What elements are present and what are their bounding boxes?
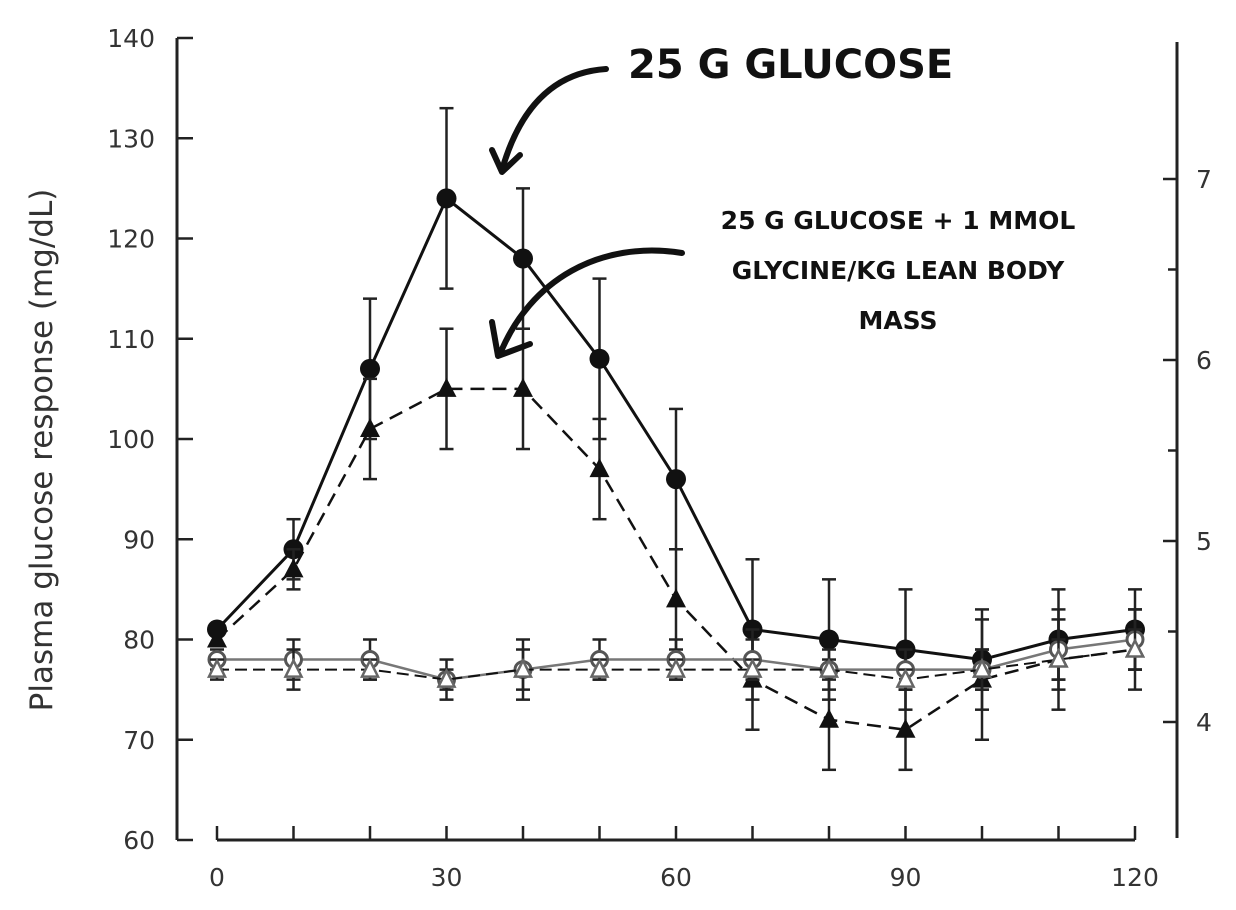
arrow-head-glycine (489, 319, 533, 359)
annotation-25g-glucose: 25 G GLUCOSE (628, 42, 953, 88)
y-tick-label: 80 (123, 626, 155, 655)
y-tick-label: 130 (107, 124, 155, 153)
data-point (818, 657, 840, 678)
data-point (589, 458, 610, 478)
y2-tick-label: 6 (1196, 346, 1212, 375)
data-point (895, 718, 916, 738)
y-tick-label: 70 (123, 726, 155, 755)
data-point (589, 657, 610, 678)
data-point (513, 377, 533, 397)
x-tick-label: 60 (660, 863, 692, 892)
data-point (283, 558, 304, 578)
annotation-glycine-line-3: MASS (858, 306, 937, 335)
y-tick-label: 60 (123, 826, 155, 855)
arrow-to-glucose-curve (499, 66, 609, 173)
data-point (207, 628, 227, 648)
data-point (666, 469, 686, 490)
x-tick-label: 90 (890, 863, 922, 892)
y-tick-label: 110 (107, 325, 155, 354)
arrow-head-glucose (489, 147, 523, 175)
x-tick-label: 0 (209, 863, 225, 892)
data-point (283, 657, 304, 678)
data-point (206, 657, 228, 678)
data-point (666, 588, 686, 608)
data-point (436, 667, 457, 688)
data-point (742, 657, 763, 678)
data-point (436, 377, 457, 397)
y-tick-label: 120 (107, 225, 155, 254)
y2-tick-label: 5 (1196, 527, 1212, 556)
data-point (512, 657, 534, 678)
data-point (359, 657, 381, 678)
data-point (360, 417, 380, 437)
data-point (1048, 647, 1069, 668)
data-point (665, 657, 687, 678)
annotation-glycine-line-2: GLYCINE/KG LEAN BODY (732, 256, 1065, 285)
annotations-layer: 25 G GLUCOSE 25 G GLUCOSE + 1 MMOL GLYCI… (489, 42, 1076, 359)
data-point (819, 629, 839, 650)
data-point (895, 667, 916, 688)
y-axis-title: Plasma glucose response (mg/dL) (24, 189, 60, 712)
data-point (589, 348, 610, 369)
data-point (513, 248, 533, 269)
series-3 (206, 628, 1146, 691)
y2-tick-label: 7 (1196, 165, 1212, 194)
y-tick-label: 90 (123, 525, 155, 554)
x-tick-label: 30 (431, 863, 463, 892)
annotation-glycine-line-1: 25 G GLUCOSE + 1 MMOL (721, 206, 1076, 235)
series-1 (207, 327, 1145, 772)
y-tick-label: 100 (107, 425, 155, 454)
data-point (436, 188, 457, 209)
data-point (819, 708, 839, 728)
data-point (971, 657, 993, 678)
data-point (360, 358, 380, 379)
data-point (1124, 637, 1146, 658)
series-layer (206, 106, 1146, 772)
chart-axes: 60 70 80 90 100 110 120 130 140 0 30 60 90 120 4 5 6 7 (107, 24, 1212, 892)
y-tick-label: 140 (107, 24, 155, 53)
arrow-to-glycine-curve (497, 247, 685, 357)
y2-tick-label: 4 (1196, 708, 1212, 737)
x-tick-label: 120 (1111, 863, 1159, 892)
